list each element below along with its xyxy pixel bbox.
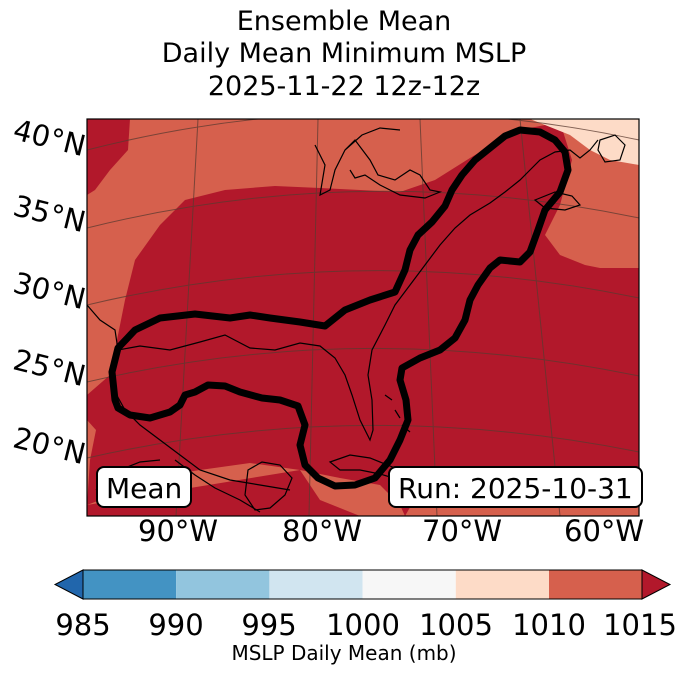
- colorbar-tick-995: 995: [241, 608, 297, 642]
- meridian-80w: [308, 119, 319, 516]
- field-1010-southwest: [87, 420, 96, 505]
- meridian-70w: [419, 119, 438, 516]
- graticule: [87, 119, 639, 516]
- colorbar-segment-990-995: [176, 570, 270, 599]
- colorbar-tick-1000: 1000: [326, 608, 400, 642]
- colorbar-over-arrow: [641, 569, 672, 600]
- colorbar-segment-1000-1005: [362, 570, 456, 599]
- contour-outline: [108, 126, 572, 490]
- lon-label-80w: 80°W: [282, 514, 363, 548]
- mean-label-box: Mean: [96, 466, 193, 508]
- colorbar-tick-985: 985: [55, 608, 111, 642]
- colorbar-tick-1015: 1015: [603, 608, 677, 642]
- colorbar-segment-995-1000: [269, 570, 363, 599]
- colorbar-segment-985-990: [83, 570, 177, 599]
- field-1015-core: [87, 122, 639, 516]
- colorbar-frame: [82, 569, 643, 600]
- title-line-3: 2025-11-22 12z-12z: [207, 71, 481, 102]
- parallel-25n: [87, 347, 639, 383]
- parallel-40n: [87, 119, 639, 151]
- colorbar-tick-1005: 1005: [419, 608, 493, 642]
- colorbar-tick-1010: 1010: [512, 608, 586, 642]
- parallel-35n: [87, 190, 639, 229]
- field-1015-northwest: [87, 119, 130, 195]
- parallel-20n: [87, 424, 639, 459]
- yucatan: [244, 461, 293, 511]
- great-lakes: [314, 127, 443, 199]
- newfoundland: [597, 134, 626, 163]
- title-line-1: Ensemble Mean: [236, 6, 452, 37]
- map-frame: [86, 118, 640, 517]
- lon-label-60w: 60°W: [564, 514, 645, 548]
- field-1005-1010: [530, 119, 639, 165]
- mslp-field: [87, 119, 639, 516]
- colorbar: [53, 569, 672, 600]
- colorbar-segment-1010-1015: [549, 570, 643, 599]
- colorbar-label: MSLP Daily Mean (mb): [231, 641, 457, 665]
- colorbar-under-arrow: [53, 569, 84, 600]
- colorbar-tick-990: 990: [148, 608, 204, 642]
- meridian-60w: [519, 119, 561, 516]
- parallel-30n: [87, 270, 639, 306]
- title-line-2: Daily Mean Minimum MSLP: [161, 38, 527, 69]
- run-date-label-box: Run: 2025-10-31: [388, 466, 643, 508]
- lon-label-70w: 70°W: [422, 514, 503, 548]
- colorbar-segment-1005-1010: [455, 570, 549, 599]
- lon-label-90w: 90°W: [138, 514, 219, 548]
